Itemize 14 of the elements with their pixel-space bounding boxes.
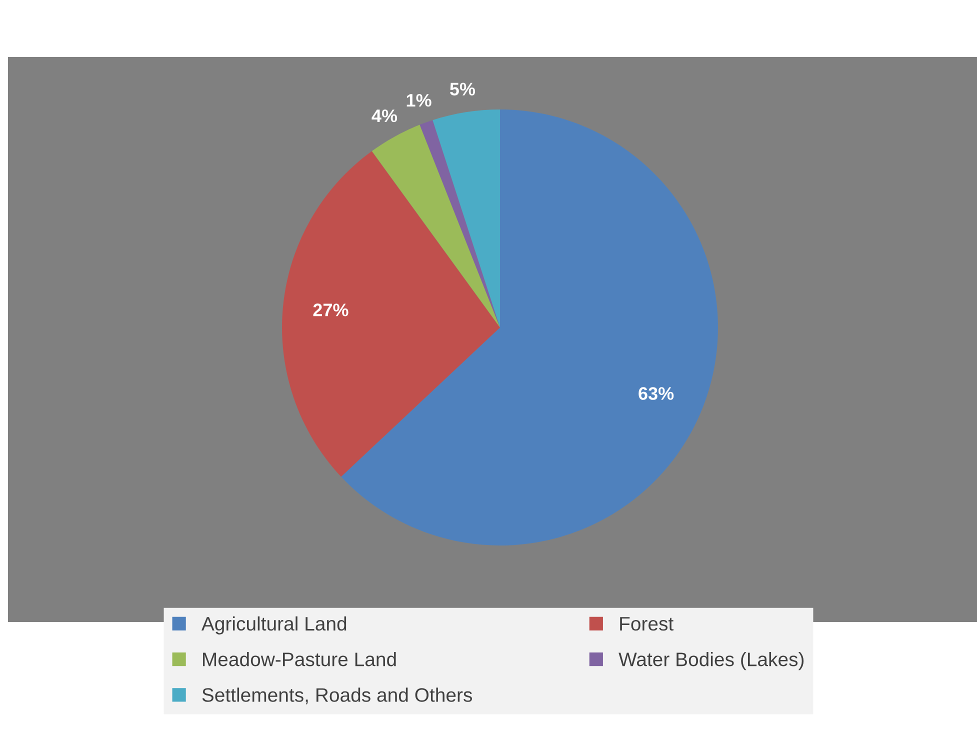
data-label: 5% bbox=[450, 82, 476, 96]
legend-label: Meadow-Pasture Land bbox=[203, 652, 396, 666]
pie-slice bbox=[372, 124, 500, 328]
data-label: 27% bbox=[313, 304, 348, 316]
data-label: 63% bbox=[638, 387, 674, 400]
pie-slice bbox=[420, 120, 500, 328]
pie-slice bbox=[282, 151, 500, 477]
legend-label: Forest bbox=[620, 617, 674, 631]
data-label: 1% bbox=[406, 94, 432, 107]
pie-slice bbox=[432, 110, 500, 328]
legend-label: Agricultural Land bbox=[201, 616, 346, 634]
legend-label: Water Bodies (Lakes) bbox=[618, 652, 804, 670]
legend-label: Settlements, Roads and Others bbox=[202, 688, 472, 704]
data-label: 4% bbox=[372, 109, 398, 122]
